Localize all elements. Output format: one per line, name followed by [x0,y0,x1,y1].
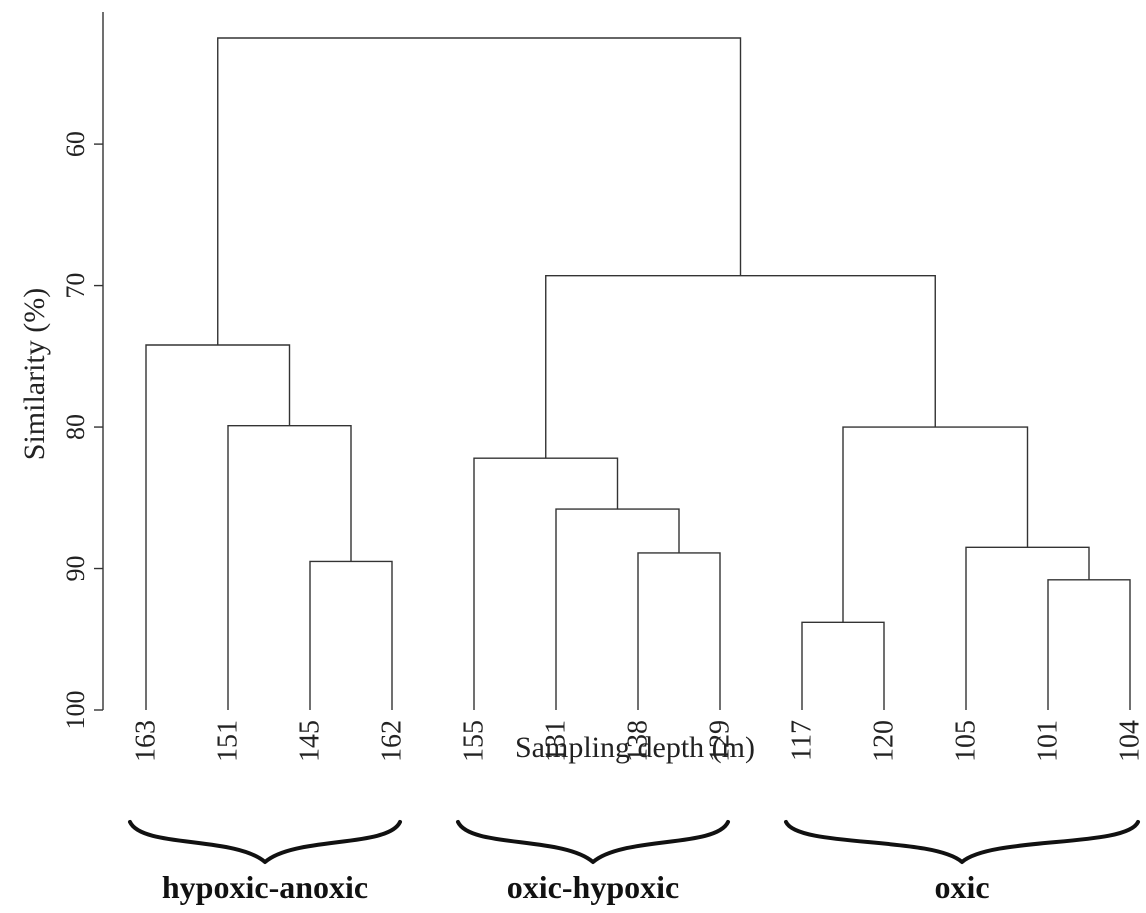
y-axis: 60 70 80 90 100 [61,12,104,730]
leaf-label: 162 [377,720,408,762]
group-label: hypoxic-anoxic [162,869,368,905]
leaf-label: 131 [541,720,572,762]
dendrogram-link [309,560,393,710]
leaf-label: 105 [951,720,982,762]
dendrogram-link [145,344,291,710]
y-tick-label: 90 [61,556,90,582]
y-tick-label: 60 [61,131,90,157]
group-brace [784,820,1140,864]
group-label: oxic [934,869,989,905]
leaf-label: 101 [1033,720,1064,762]
leaf-label: 151 [213,720,244,762]
leaf-labels: 163 151 145 162 155 131 138 129 117 120 105 101 104 [131,720,1146,762]
dendrogram-link [555,508,680,710]
group-brackets: hypoxic-anoxic oxic-hypoxic oxic [128,820,1140,905]
dendrogram-link [1047,579,1131,710]
dendrogram-link [637,552,721,710]
y-tick-label: 100 [61,691,90,730]
dendrogram-link [965,546,1090,710]
dendrogram-link [842,426,1029,623]
y-tick-label: 80 [61,414,90,440]
leaf-label: 138 [623,720,654,762]
dendrogram-link [473,457,619,710]
leaf-label: 145 [295,720,326,762]
dendrogram-link [801,621,885,710]
dendrogram-links [145,37,1131,710]
dendrogram-link [217,37,742,345]
leaf-label: 163 [131,720,162,762]
group-brace [456,820,730,864]
leaf-label: 117 [787,720,818,761]
leaf-label: 129 [705,720,736,762]
leaf-label: 155 [459,720,490,762]
group-brace [128,820,402,864]
dendrogram-link [545,274,936,459]
leaf-label: 120 [869,720,900,762]
y-axis-title: Similarity (%) [18,288,51,460]
leaf-label: 104 [1115,720,1146,762]
y-tick-label: 70 [61,273,90,299]
dendrogram-link [227,424,352,710]
x-axis-title: Sampling depth (m) [515,731,755,764]
group-label: oxic-hypoxic [507,869,679,905]
